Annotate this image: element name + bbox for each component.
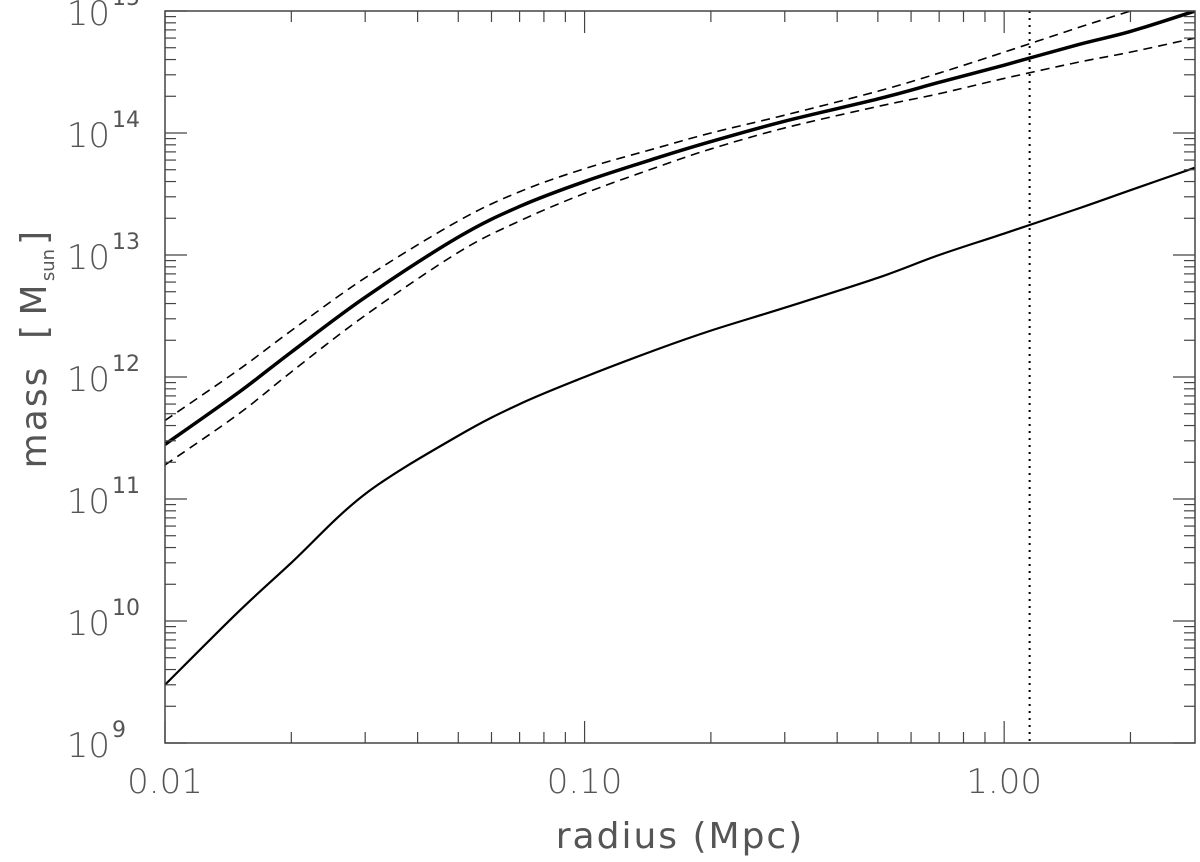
- series-line-dashed-upper: [165, 11, 1131, 422]
- y-tick-base: 10: [67, 604, 110, 644]
- y-tick-label: 10 9: [67, 718, 126, 766]
- x-tick-label: 1.00: [966, 762, 1042, 802]
- y-axis-label-main: mass: [14, 366, 55, 469]
- y-axis-unit-sub: sun: [38, 249, 59, 281]
- y-tick-exponent: 14: [112, 108, 140, 133]
- y-axis-bracket-open: [: [14, 323, 55, 339]
- y-tick-base: 10: [67, 116, 110, 156]
- y-tick-label: 10 14: [67, 108, 140, 156]
- y-tick-base: 10: [67, 238, 110, 278]
- y-tick-exponent: 13: [112, 230, 140, 255]
- y-tick-exponent: 10: [112, 596, 140, 621]
- y-tick-label: 10 10: [67, 596, 140, 644]
- y-axis-unit: M: [14, 282, 55, 315]
- y-tick-exponent: 15: [112, 0, 140, 11]
- plot-frame: [164, 10, 1196, 744]
- y-tick-base: 10: [67, 360, 110, 400]
- y-tick-base: 10: [67, 0, 110, 34]
- y-axis-bracket-close: ]: [14, 229, 55, 245]
- y-tick-exponent: 9: [112, 718, 126, 743]
- series-line-thin-solid: [165, 166, 1195, 686]
- y-tick-base: 10: [67, 726, 110, 766]
- y-tick-label: 10 11: [67, 474, 140, 522]
- ticks-layer: 0.010.101.00109101010111012101310141015: [67, 0, 1195, 802]
- x-tick-label: 0.01: [127, 762, 203, 802]
- series-line-thick-solid: [165, 11, 1195, 446]
- y-axis-label: mass [ M sun ]: [14, 229, 59, 468]
- y-tick-label: 10 13: [67, 230, 140, 278]
- series-layer: [165, 11, 1195, 743]
- y-tick-label: 1015: [67, 0, 140, 34]
- x-tick-label: 0.10: [547, 762, 623, 802]
- series-line-dashed-lower: [165, 37, 1195, 466]
- y-tick-exponent: 11: [112, 474, 140, 499]
- y-tick-exponent: 12: [112, 352, 140, 377]
- y-tick-label: 10 12: [67, 352, 140, 400]
- y-tick-base: 10: [67, 482, 110, 522]
- x-axis-label: radius (Mpc): [556, 816, 805, 857]
